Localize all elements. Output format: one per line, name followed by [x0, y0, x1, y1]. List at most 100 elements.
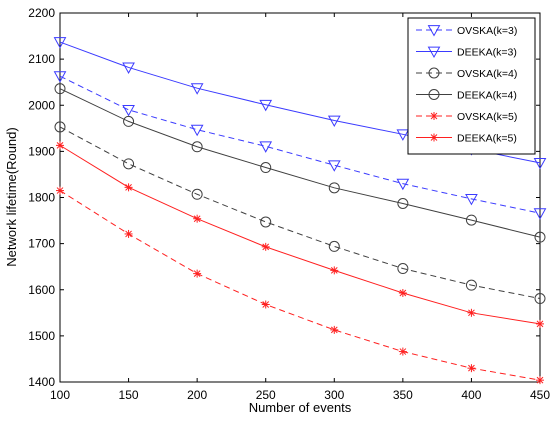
axis-ticks: 100 150 200 250 300 350 400 450 1400 1500 1600 1700…: [28, 6, 550, 402]
data-point: [465, 214, 477, 226]
data-point: [56, 141, 64, 150]
series-line: [59, 126, 541, 300]
legend-box: [407, 17, 536, 155]
x-tick-label: 200: [187, 388, 207, 402]
data-point: [467, 308, 476, 317]
data-point-stroke: [125, 183, 132, 191]
legend-label: DEEKA(k=3): [457, 47, 517, 59]
y-tick-label: 1500: [28, 329, 55, 343]
legend: OVSKA(k=3) DEEKA(k=3) OVSKA(k=4) DEEKA(k=4)…: [407, 17, 536, 155]
legend-marker-stroke: [430, 134, 438, 141]
series-4: [54, 83, 546, 243]
legend-marker-stroke: [430, 112, 438, 120]
data-point-stroke: [262, 243, 270, 251]
x-axis-label: Number of events: [249, 400, 352, 415]
data-point: [398, 288, 407, 297]
legend-entry: OVSKA(k=4): [416, 67, 517, 80]
data-point: [534, 293, 546, 305]
x-tick-label: 250: [256, 388, 276, 402]
series-line: [59, 88, 541, 238]
data-point: [328, 240, 340, 252]
x-tick-label: 400: [461, 388, 481, 402]
data-point: [259, 141, 273, 153]
data-point-stroke: [262, 301, 270, 308]
data-point-stroke: [193, 215, 201, 223]
data-point-stroke: [193, 270, 201, 277]
legend-marker: [427, 25, 441, 37]
data-point: [53, 71, 67, 83]
data-point: [261, 300, 270, 309]
data-point: [260, 162, 272, 174]
legend-marker: [430, 133, 438, 142]
data-point: [396, 178, 410, 191]
y-tick-label: 2000: [28, 98, 55, 112]
data-point: [54, 83, 66, 95]
data-point: [261, 242, 270, 251]
data-point: [191, 188, 203, 200]
legend-label: OVSKA(k=4): [457, 68, 517, 80]
x-tick-label: 150: [119, 388, 139, 402]
data-point: [397, 263, 409, 275]
data-point: [467, 364, 476, 373]
data-point-stroke: [399, 348, 407, 355]
series-layer: [53, 37, 547, 385]
data-point: [122, 104, 135, 117]
legend-entry: OVSKA(k=3): [416, 25, 517, 37]
x-tick-label: 350: [393, 388, 413, 402]
data-point-stroke: [330, 267, 338, 274]
y-axis-label: Network lifetime(Round): [4, 127, 19, 266]
series-1: [53, 71, 547, 220]
data-point-stroke: [536, 376, 544, 384]
data-point: [534, 231, 546, 243]
legend-marker: [430, 112, 438, 120]
data-point: [190, 83, 204, 95]
legend-marker: [428, 89, 440, 100]
y-tick-label: 2100: [28, 52, 55, 66]
y-tick-label: 2200: [28, 6, 55, 20]
y-tick-label: 1600: [28, 283, 55, 297]
data-point: [397, 197, 409, 209]
legend-marker: [427, 46, 441, 59]
data-point: [330, 325, 339, 334]
data-point: [56, 186, 64, 195]
data-point-stroke: [399, 289, 407, 297]
data-point: [536, 319, 544, 328]
legend-entry: DEEKA(k=5): [416, 133, 517, 145]
y-tick-label: 1800: [28, 191, 55, 205]
series-5: [56, 186, 544, 385]
data-point: [259, 99, 273, 112]
data-point-stroke: [536, 320, 544, 328]
data-point: [465, 279, 477, 291]
data-point-stroke: [125, 230, 132, 238]
legend-label: OVSKA(k=5): [457, 111, 517, 123]
data-point: [327, 115, 341, 128]
data-point-stroke: [468, 364, 475, 372]
legend-label: OVSKA(k=3): [457, 25, 517, 37]
data-point: [124, 183, 133, 192]
legend-entry: OVSKA(k=5): [416, 111, 517, 123]
data-point: [260, 216, 272, 228]
data-point-stroke: [56, 187, 64, 194]
data-point: [123, 115, 135, 127]
legend-label: DEEKA(k=4): [457, 90, 517, 102]
data-point: [54, 121, 66, 133]
legend-entry: DEEKA(k=3): [416, 47, 517, 59]
data-point: [53, 37, 67, 49]
data-point: [124, 229, 133, 238]
series-line: [59, 144, 541, 325]
data-point: [328, 182, 340, 194]
series-6: [56, 141, 544, 328]
data-point-stroke: [330, 326, 338, 334]
data-point-stroke: [56, 142, 64, 149]
data-point: [533, 208, 547, 220]
data-point: [123, 158, 135, 170]
data-point: [465, 193, 478, 206]
data-point: [398, 347, 407, 356]
legend-marker: [428, 67, 440, 79]
y-tick-label: 1700: [28, 237, 55, 251]
series-line: [59, 75, 541, 214]
legend-label: DEEKA(k=5): [457, 133, 517, 145]
series-3: [54, 121, 546, 305]
x-tick-label: 450: [530, 388, 550, 402]
